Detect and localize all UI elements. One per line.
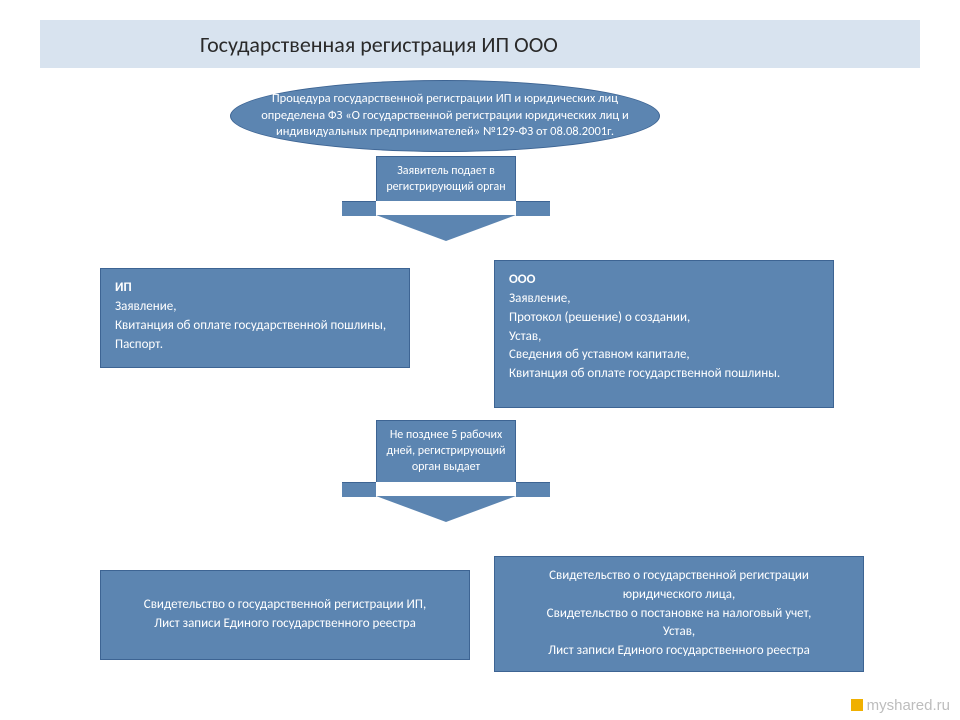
box-ooo-documents: ООО Заявление, Протокол (решение) о созд… [494,260,834,408]
intro-ellipse: Процедура государственной регистрации ИП… [230,80,660,152]
box-ip-documents: ИП Заявление, Квитанция об оплате госуда… [100,268,410,368]
page-title: Государственная регистрация ИП ООО [200,31,558,58]
result-ip: Свидетельство о государственной регистра… [100,570,470,660]
result-ip-text: Свидетельство о государственной регистра… [144,596,426,634]
arrow2-label: Не позднее 5 рабочих дней, регистрирующи… [376,420,516,482]
arrow1-text: Заявитель подает в регистрирующий орган [386,164,505,194]
box-ooo-body: Заявление, Протокол (решение) о создании… [509,291,780,381]
title-bar: Государственная регистрация ИП ООО [40,20,920,68]
arrow1-label: Заявитель подает в регистрирующий орган [376,156,516,201]
box-ooo-title: ООО [509,272,535,287]
result-ooo-text: Свидетельство о государственной регистра… [509,567,849,661]
box-ip-body: Заявление, Квитанция об оплате государст… [115,299,386,352]
watermark-text: myshared.ru [867,697,950,714]
arrow2-text: Не позднее 5 рабочих дней, регистрирующи… [387,428,506,474]
result-ooo: Свидетельство о государственной регистра… [494,556,864,672]
arrow-authority-issues: Не позднее 5 рабочих дней, регистрирующи… [376,420,516,522]
watermark-icon [851,699,863,711]
box-ip-title: ИП [115,280,132,295]
arrow-applicant-submits: Заявитель подает в регистрирующий орган [376,156,516,241]
intro-text: Процедура государственной регистрации ИП… [251,91,639,142]
watermark: myshared.ru [851,697,950,714]
